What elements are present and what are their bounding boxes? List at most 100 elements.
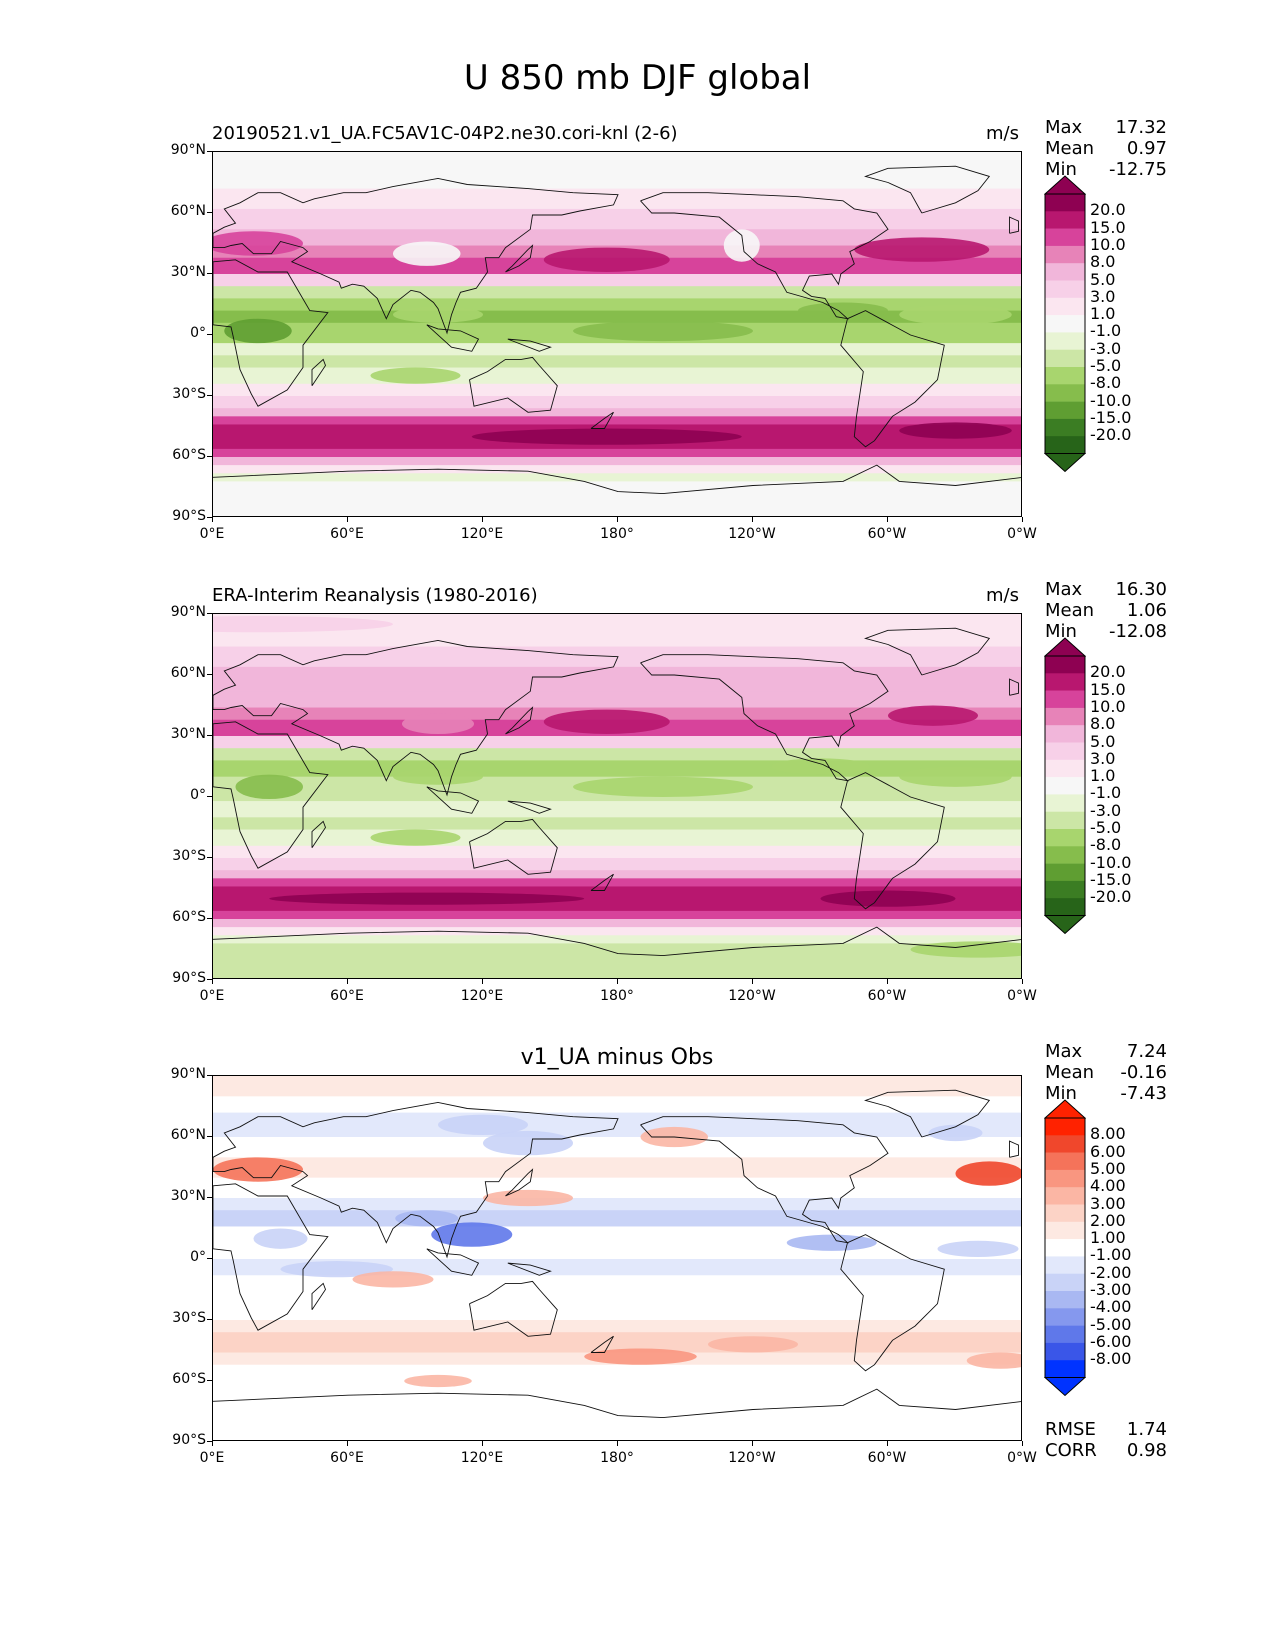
- stat-max-value: 16.30: [1115, 579, 1167, 600]
- colorbar-level-label: 3.00: [1090, 1193, 1126, 1213]
- coastline: [505, 1168, 534, 1197]
- colorbar-level-label: -6.00: [1090, 1331, 1132, 1351]
- contour-band: [213, 298, 1021, 312]
- lat-tick-mark: [207, 212, 212, 213]
- lon-tick-label: 0°W: [1007, 526, 1037, 542]
- colorbar-extend-min: [1044, 453, 1086, 473]
- colorbar-svg: [1044, 175, 1086, 473]
- contour-region: [899, 766, 1012, 787]
- stat-row-min: Min -12.75: [1045, 159, 1167, 180]
- contour-region: [483, 1130, 573, 1156]
- contour-band: [213, 457, 1021, 466]
- stat-min-value: -12.75: [1108, 159, 1167, 180]
- metric-row-rmse: RMSE 1.74: [1045, 1419, 1167, 1440]
- colorbar-segment: [1045, 880, 1085, 899]
- coastline: [864, 165, 991, 214]
- stat-mean-label: Mean: [1045, 600, 1095, 621]
- lat-tick-label: 30°S: [172, 1310, 206, 1326]
- colorbar-level-label: -1.0: [1090, 321, 1122, 341]
- colorbar-segment: [1045, 1135, 1085, 1153]
- metric-row-corr: CORR 0.98: [1045, 1440, 1167, 1461]
- lat-tick-mark: [207, 151, 212, 152]
- colorbar-1: [1044, 175, 1086, 473]
- lon-tick-mark: [752, 979, 753, 984]
- lat-tick-mark: [207, 735, 212, 736]
- lat-tick-mark: [207, 1380, 212, 1381]
- lat-tick-label: 60°N: [170, 1127, 206, 1143]
- colorbar-segment: [1045, 332, 1085, 350]
- stat-mean-value: -0.16: [1120, 1062, 1167, 1083]
- lat-tick-label: 90°N: [170, 1066, 206, 1082]
- lat-tick-mark: [207, 1075, 212, 1076]
- contour-band: [213, 1076, 1021, 1097]
- lon-tick-mark: [1022, 517, 1023, 522]
- lat-tick-label: 60°S: [172, 1371, 206, 1387]
- lon-tick-label: 120°W: [728, 526, 776, 542]
- stat-row-max: Max 7.24: [1045, 1041, 1167, 1062]
- contour-band: [213, 1401, 1021, 1440]
- contour-region: [543, 247, 670, 272]
- contour-region: [786, 1234, 877, 1251]
- coastline: [1009, 678, 1019, 696]
- lat-tick-mark: [207, 857, 212, 858]
- colorbar-level-label: 2.00: [1090, 1210, 1126, 1230]
- stat-max-label: Max: [1045, 117, 1083, 138]
- lon-tick-label: 120°E: [460, 988, 504, 1004]
- colorbar-segment: [1045, 1342, 1085, 1361]
- colorbar-level-label: 8.0: [1090, 714, 1116, 734]
- coastline: [311, 820, 327, 849]
- lon-tick-label: 60°W: [867, 988, 907, 1004]
- contour-band: [213, 748, 1021, 761]
- lon-tick-mark: [617, 517, 618, 522]
- lat-tick-label: 0°: [190, 1249, 206, 1265]
- colorbar-segment: [1045, 898, 1085, 916]
- colorbar-segment: [1045, 1360, 1085, 1378]
- contour-band: [213, 188, 1021, 210]
- colorbar-segment: [1045, 263, 1085, 281]
- units-label: m/s: [986, 585, 1019, 606]
- colorbar-svg: [1044, 1099, 1086, 1397]
- coastline: [311, 358, 327, 387]
- contour-region: [269, 892, 585, 905]
- coastline: [1009, 216, 1019, 234]
- colorbar-level-label: -8.0: [1090, 835, 1122, 855]
- lat-tick-mark: [207, 273, 212, 274]
- contour-region: [584, 1348, 697, 1365]
- contour-band: [213, 367, 1021, 385]
- contour-region: [854, 237, 990, 262]
- lon-tick-label: 0°W: [1007, 988, 1037, 1004]
- contour-region: [280, 1261, 393, 1278]
- lat-tick-label: 30°S: [172, 848, 206, 864]
- lon-tick-mark: [212, 1441, 213, 1446]
- map-panel-3: [212, 1075, 1022, 1441]
- coastline: [213, 1183, 329, 1331]
- colorbar-segment: [1045, 1152, 1085, 1171]
- colorbar-segment: [1045, 211, 1085, 229]
- colorbar-segment: [1045, 846, 1085, 864]
- contour-band: [213, 416, 1021, 425]
- contour-region: [573, 776, 753, 797]
- stats-block: Max 7.24 Mean -0.16 Min -7.43: [1045, 1041, 1167, 1104]
- colorbar-level-label: -10.0: [1090, 390, 1132, 410]
- lon-tick-mark: [752, 1441, 753, 1446]
- contour-band: [213, 208, 1021, 230]
- colorbar-level-label: 1.0: [1090, 766, 1116, 786]
- colorbar-segment: [1045, 759, 1085, 778]
- colorbar-level-label: 15.0: [1090, 217, 1126, 237]
- lat-tick-label: 0°: [190, 787, 206, 803]
- colorbar-segment: [1045, 436, 1085, 454]
- lat-tick-mark: [207, 796, 212, 797]
- contour-region: [573, 320, 753, 342]
- contour-band: [213, 1259, 1021, 1276]
- contour-region: [224, 318, 292, 344]
- contour-band: [213, 1157, 1021, 1179]
- coastline: [840, 310, 945, 448]
- contour-band: [213, 1364, 1021, 1402]
- coastline: [590, 1335, 614, 1353]
- lat-tick-label: 30°N: [170, 726, 206, 742]
- colorbar-segment: [1045, 811, 1085, 830]
- contour-region: [213, 616, 393, 633]
- contour-band: [213, 1226, 1021, 1244]
- lat-tick-label: 90°N: [170, 604, 206, 620]
- colorbar-level-label: 20.0: [1090, 662, 1126, 682]
